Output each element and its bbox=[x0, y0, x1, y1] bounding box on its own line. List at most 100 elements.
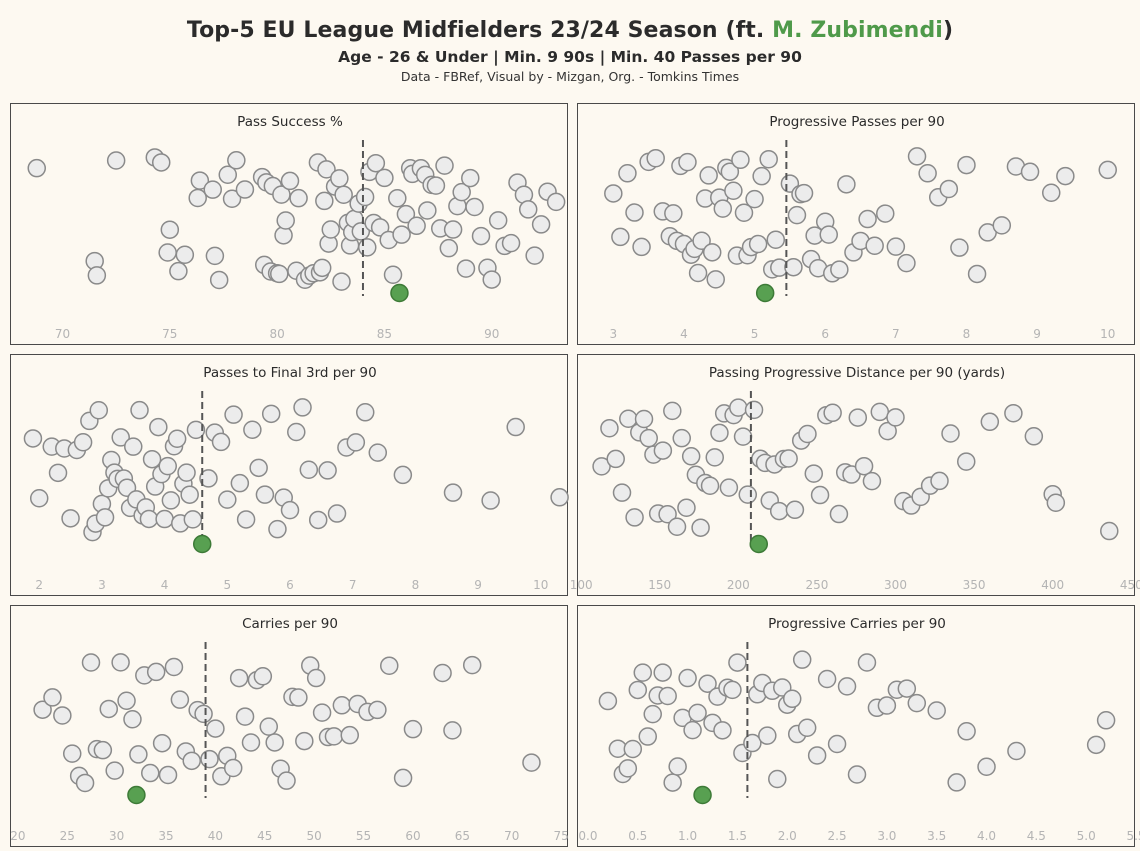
x-tick-label: 4 bbox=[680, 327, 688, 341]
player-dot bbox=[531, 215, 551, 234]
player-dot bbox=[160, 220, 180, 239]
x-tick-label: 10 bbox=[533, 578, 548, 592]
panel-title: Progressive Carries per 90 bbox=[768, 616, 946, 632]
player-dot bbox=[691, 518, 710, 537]
player-dot bbox=[142, 449, 162, 469]
player-dot bbox=[738, 485, 758, 504]
player-dot bbox=[334, 185, 353, 204]
player-dot bbox=[180, 485, 199, 504]
player-dot bbox=[848, 408, 868, 427]
x-tick-label: 70 bbox=[55, 327, 70, 341]
player-dot bbox=[592, 457, 611, 476]
player-dot bbox=[218, 165, 238, 185]
player-dot bbox=[847, 765, 867, 784]
x-tick-label: 40 bbox=[208, 829, 223, 843]
x-tick-label: 150 bbox=[648, 578, 671, 592]
player-dot bbox=[481, 491, 500, 510]
player-dot bbox=[272, 185, 291, 204]
player-dot bbox=[61, 509, 80, 528]
player-dot bbox=[663, 401, 682, 421]
player-dot bbox=[223, 758, 243, 778]
player-dot bbox=[295, 731, 314, 751]
panel-passing-progressive-distance: Passing Progressive Distance per 90 (yar… bbox=[570, 354, 1140, 596]
player-dot bbox=[249, 458, 268, 478]
x-tick-label: 75 bbox=[553, 829, 568, 843]
player-dot bbox=[327, 504, 347, 523]
player-dot bbox=[768, 769, 787, 789]
player-dot bbox=[243, 420, 262, 439]
player-dot bbox=[710, 423, 729, 443]
player-dot bbox=[720, 162, 740, 181]
player-dot bbox=[794, 183, 814, 203]
player-dot bbox=[797, 718, 817, 737]
player-dot bbox=[462, 655, 482, 675]
x-tick-label: 350 bbox=[963, 578, 986, 592]
player-dot bbox=[93, 740, 113, 760]
x-tick-label: 20 bbox=[10, 829, 25, 843]
player-dot bbox=[111, 653, 130, 672]
x-tick-label: 200 bbox=[727, 578, 750, 592]
player-dot bbox=[927, 701, 946, 720]
player-dot bbox=[734, 203, 754, 222]
player-dot bbox=[366, 153, 386, 173]
player-dot bbox=[907, 147, 927, 166]
player-dot bbox=[886, 237, 906, 256]
player-dot bbox=[146, 662, 166, 682]
player-dot bbox=[857, 653, 877, 672]
player-dot bbox=[200, 749, 219, 769]
player-dot bbox=[230, 473, 250, 493]
player-dot bbox=[87, 266, 107, 285]
player-dot bbox=[461, 168, 480, 188]
highlighted-player-name: M. Zubimendi bbox=[772, 18, 943, 43]
player-dot bbox=[270, 264, 289, 284]
player-dot bbox=[506, 417, 525, 437]
player-dot bbox=[218, 490, 237, 509]
player-dot bbox=[452, 182, 471, 202]
panel-title: Pass Success % bbox=[237, 114, 343, 130]
player-dot bbox=[89, 401, 109, 420]
player-dot bbox=[897, 679, 917, 698]
player-dot bbox=[175, 245, 195, 265]
x-tick-label: 1.0 bbox=[678, 829, 697, 843]
player-dot bbox=[161, 491, 181, 510]
player-dot bbox=[522, 753, 541, 772]
x-tick-label: 85 bbox=[377, 327, 392, 341]
player-dot bbox=[546, 192, 566, 212]
panel-passes-final-third: Passes to Final 3rd per 90 2 3 4 5 6 7 8 9 10 bbox=[10, 354, 569, 596]
panel-progressive-carries: Progressive Carries per 90 0.0 0.5 1.0 1.5 2.… bbox=[577, 605, 1140, 847]
highlighted-player-dot bbox=[749, 534, 769, 554]
player-dot bbox=[488, 211, 508, 230]
player-dot bbox=[194, 704, 213, 724]
player-dot bbox=[330, 169, 349, 188]
player-dot bbox=[443, 721, 462, 740]
player-dot bbox=[639, 428, 658, 448]
player-dot bbox=[222, 189, 242, 208]
x-tick-label: 75 bbox=[162, 327, 177, 341]
player-dot bbox=[1020, 162, 1040, 182]
chart-subtitle: Age - 26 & Under | Min. 9 90s | Min. 40 … bbox=[338, 48, 802, 66]
x-tick-label: 5 bbox=[223, 578, 231, 592]
x-tick-label: 65 bbox=[455, 829, 470, 843]
player-dot bbox=[643, 704, 662, 724]
player-dot bbox=[23, 429, 43, 448]
x-tick-label: 300 bbox=[884, 578, 907, 592]
player-dot bbox=[897, 253, 916, 273]
player-dot bbox=[1041, 183, 1061, 202]
player-dot bbox=[625, 203, 644, 222]
x-tick-label: 7 bbox=[349, 578, 357, 592]
player-dot bbox=[306, 668, 326, 688]
x-tick-label: 5 bbox=[751, 327, 759, 341]
player-dot bbox=[324, 727, 344, 746]
x-tick-label: 70 bbox=[504, 829, 519, 843]
panel-title: Passes to Final 3rd per 90 bbox=[203, 365, 376, 381]
player-dot bbox=[29, 489, 49, 508]
highlighted-player-dot bbox=[755, 283, 775, 303]
player-dot bbox=[139, 509, 159, 529]
player-dot bbox=[418, 201, 437, 220]
player-dot bbox=[792, 650, 812, 669]
player-dot bbox=[403, 719, 423, 739]
player-dot bbox=[728, 653, 747, 672]
player-dot bbox=[632, 237, 651, 257]
player-dot bbox=[681, 447, 701, 466]
player-dot bbox=[167, 429, 187, 448]
